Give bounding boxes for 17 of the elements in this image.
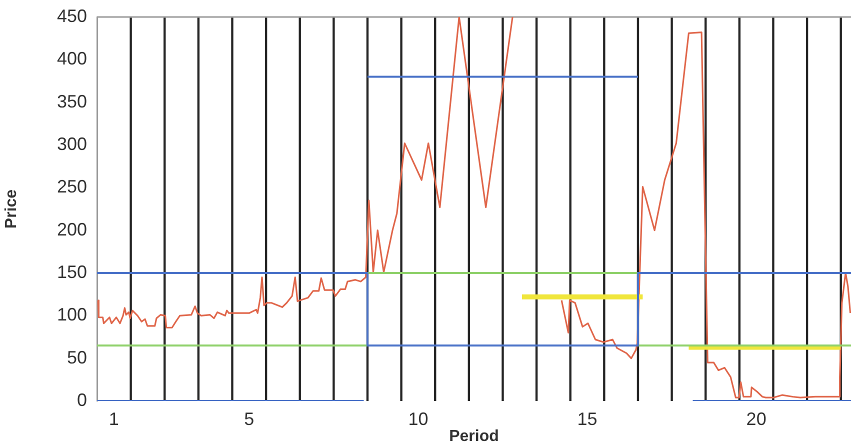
y-tick-label: 150 — [56, 262, 87, 282]
y-tick-label: 450 — [56, 6, 87, 26]
x-axis-title: Period — [449, 428, 499, 445]
y-tick-label: 0 — [76, 390, 87, 410]
x-tick-label: 15 — [577, 408, 598, 429]
x-tick-label: 10 — [408, 408, 428, 429]
x-tick-label: 5 — [244, 408, 254, 429]
y-tick-label: 300 — [56, 134, 87, 154]
y-tick-label: 400 — [56, 48, 87, 69]
y-tick-label: 100 — [56, 304, 87, 325]
y-axis-title: Price — [3, 189, 20, 229]
y-tick-label: 50 — [66, 347, 87, 368]
x-tick-label: 20 — [746, 408, 766, 429]
y-tick-label: 250 — [56, 176, 87, 197]
y-tick-label: 350 — [56, 91, 87, 112]
y-tick-label: 200 — [56, 219, 87, 240]
x-tick-label: 1 — [108, 408, 119, 429]
